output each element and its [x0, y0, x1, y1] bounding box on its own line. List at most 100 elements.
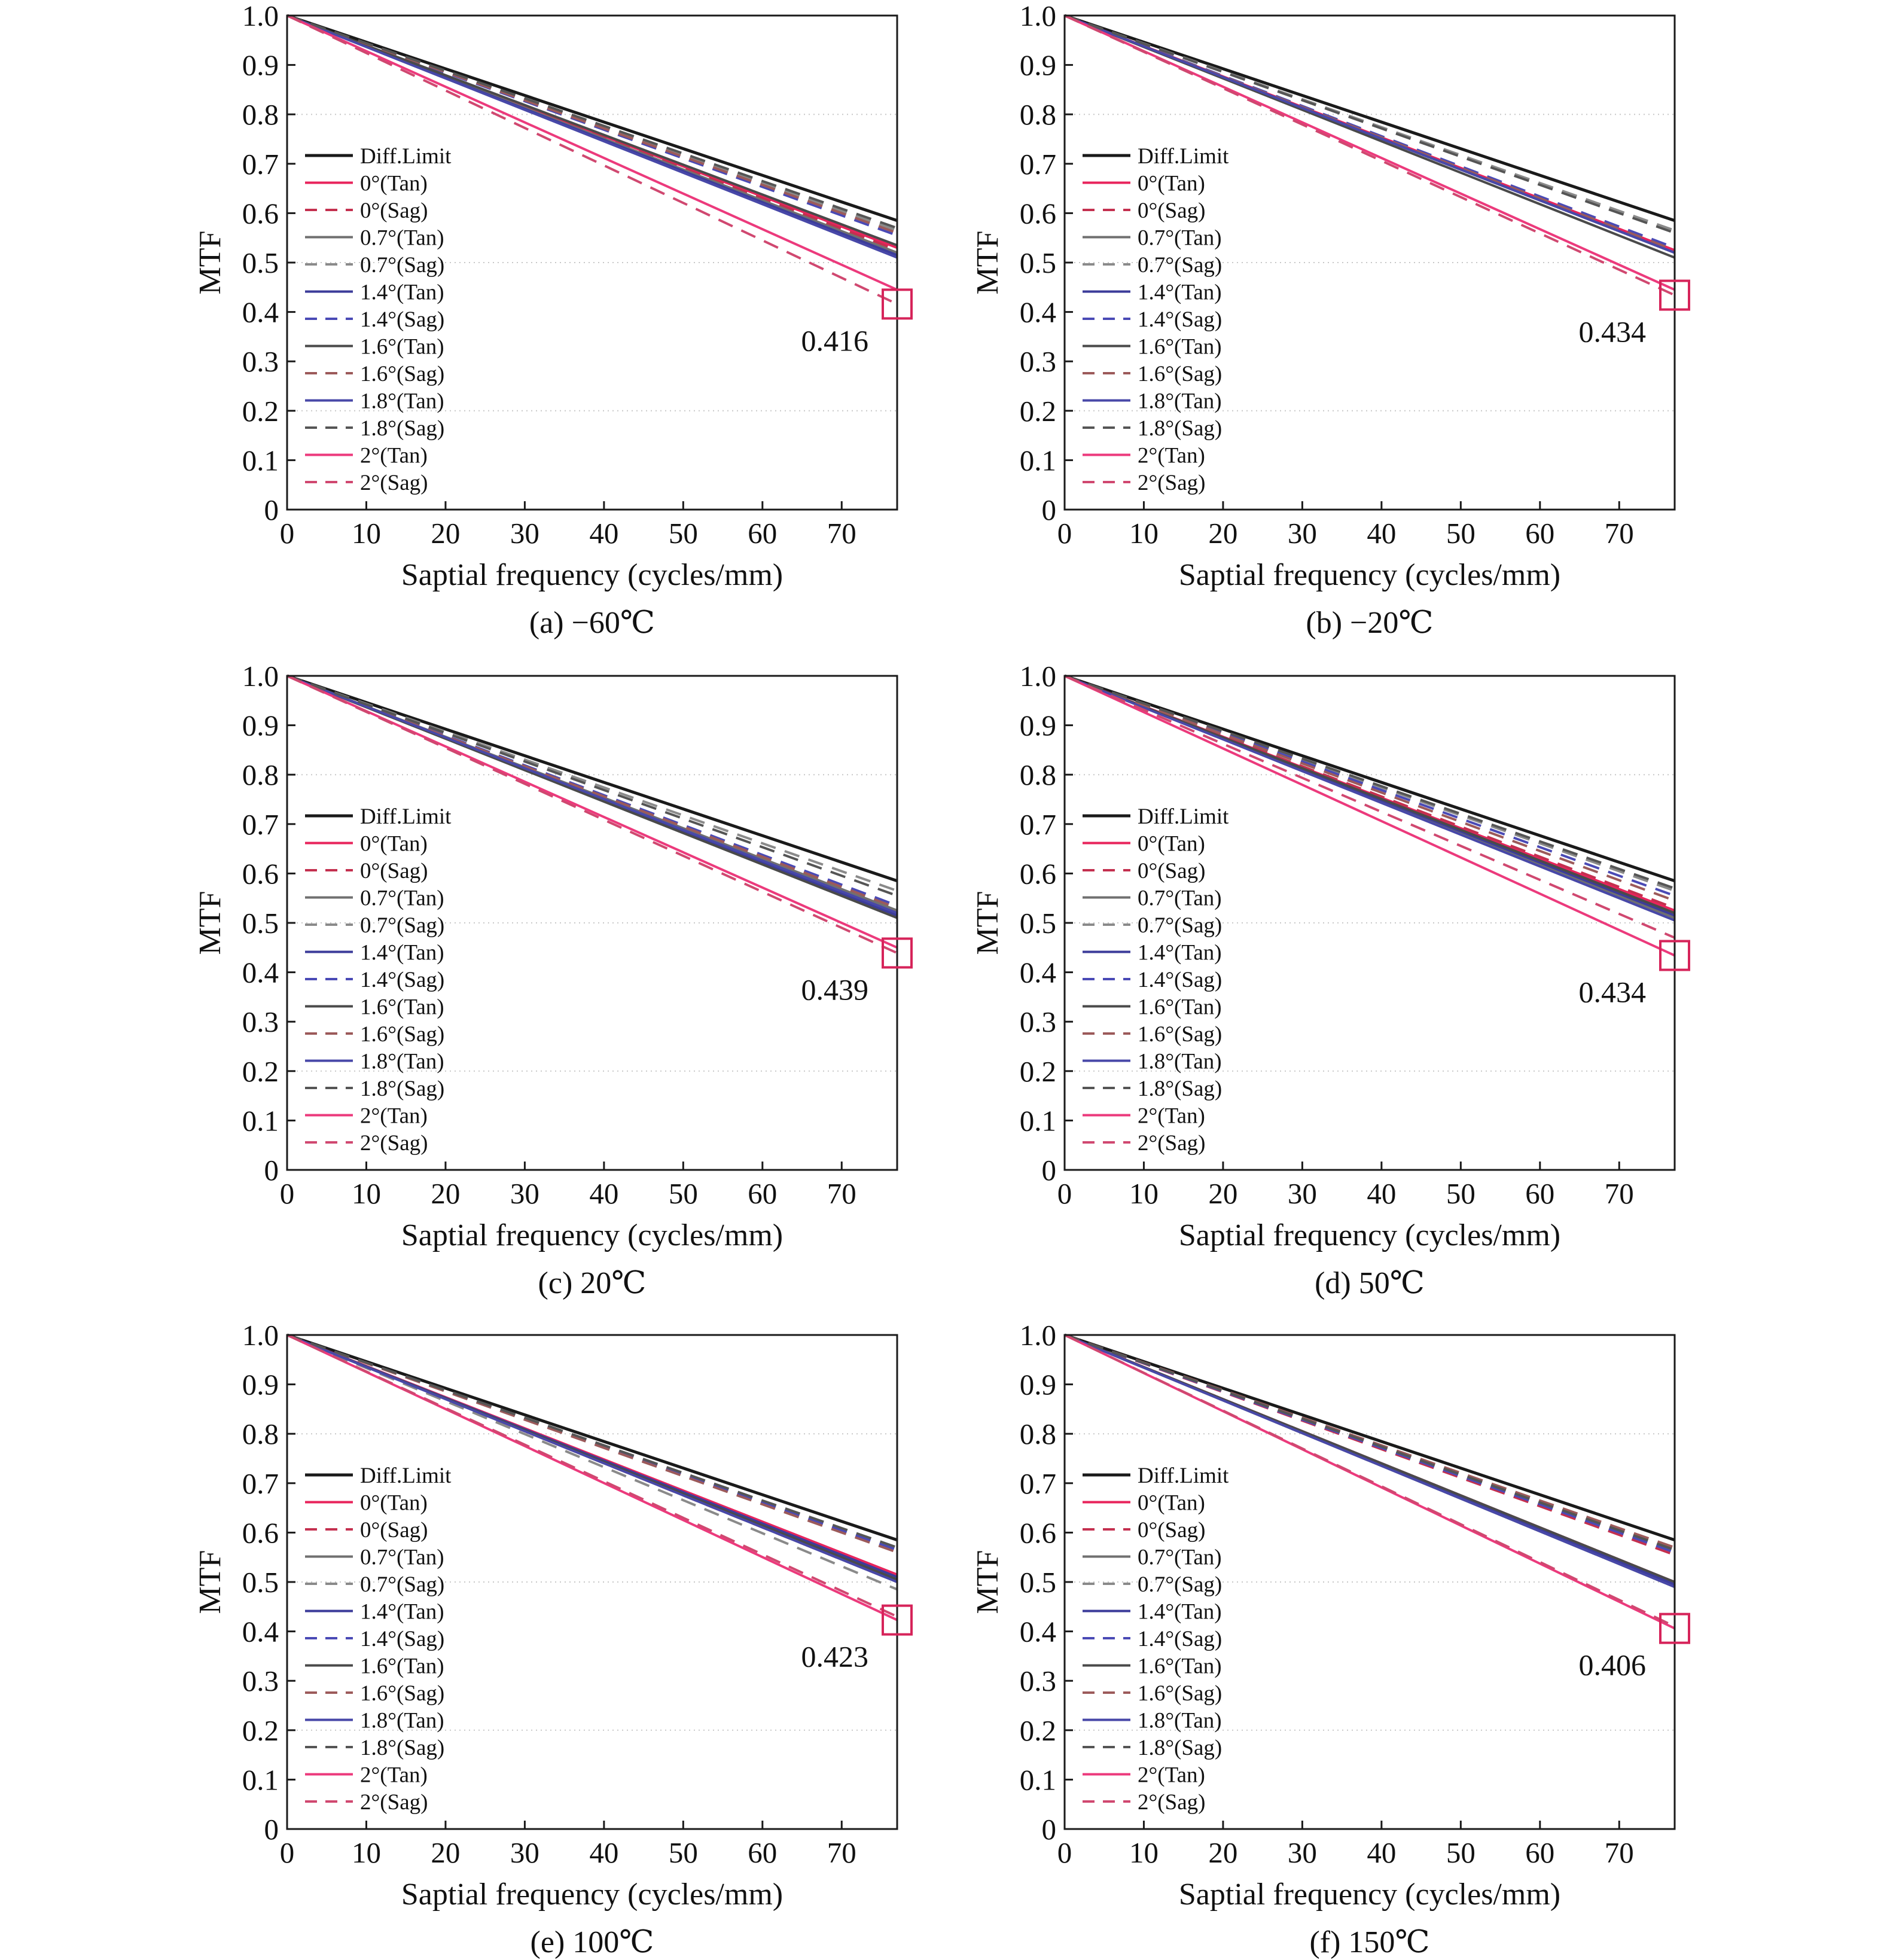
y-tick-label: 0.7	[242, 148, 279, 181]
y-tick-label: 0.2	[242, 395, 279, 428]
x-axis-label: Saptial frequency (cycles/mm)	[1179, 1218, 1560, 1252]
legend-label: 0.7°(Tan)	[1138, 886, 1222, 911]
legend-label: 1.8°(Tan)	[360, 1709, 444, 1733]
chart-panel-1: 0 0.1 0.2 0.3 0.4 0.5 0.6 0.7 0.8 0.9 1.0 0 10 20 30 40…	[971, 0, 1690, 640]
chart-panel-5: 0 0.1 0.2 0.3 0.4 0.5 0.6 0.7 0.8 0.9 1.0 0 10 20 30 40…	[971, 1319, 1690, 1959]
legend-label: Diff.Limit	[1138, 144, 1229, 169]
y-tick-label: 0.7	[242, 808, 279, 841]
legend-label: 0°(Sag)	[360, 859, 428, 883]
x-tick-label: 50	[1446, 1836, 1476, 1869]
series-line-1.6°(Sag)	[1064, 675, 1675, 902]
y-tick-label: 0.1	[1020, 1763, 1056, 1796]
annotation-value: 0.434	[1579, 315, 1647, 349]
y-tick-label: 0.4	[1020, 956, 1056, 989]
y-tick-label: 0.8	[1020, 1418, 1056, 1450]
panel-caption: (b) −20℃	[1306, 606, 1433, 640]
legend-label: 1.8°(Sag)	[360, 1736, 444, 1760]
legend: Diff.Limit 0°(Tan)0°(Sag) 0.7°(Tan)0.7°(Sa…	[1083, 1464, 1229, 1815]
x-tick-label: 60	[748, 1177, 777, 1210]
legend-label: 1.8°(Tan)	[1138, 1050, 1222, 1074]
legend-label: 1.6°(Tan)	[360, 995, 444, 1020]
legend-label: 0°(Tan)	[1138, 832, 1205, 856]
legend-label: 2°(Tan)	[360, 444, 428, 468]
x-tick-label: 50	[1446, 1177, 1476, 1210]
x-tick-label: 10	[352, 517, 381, 550]
x-tick-label: 10	[1129, 1177, 1159, 1210]
highlight-marker	[882, 937, 913, 969]
legend-label: 0.7°(Sag)	[1138, 913, 1222, 938]
y-tick-label: 0.3	[1020, 345, 1056, 378]
y-tick-label: 0	[1042, 1813, 1057, 1846]
legend-label: 2°(Sag)	[360, 471, 428, 495]
series-line-2°(Tan)	[1064, 675, 1675, 957]
series-line-2°(Sag)	[286, 1334, 898, 1618]
legend-label: 0.7°(Tan)	[360, 1546, 444, 1570]
x-tick-label: 20	[431, 517, 460, 550]
legend-label: 1.4°(Sag)	[360, 307, 444, 332]
series-line-2°(Sag)	[286, 675, 898, 955]
x-tick-label: 0	[280, 1177, 295, 1210]
y-tick-label: 0.2	[242, 1055, 279, 1088]
y-tick-label: 0.9	[1020, 1368, 1056, 1401]
y-tick-label: 0	[264, 493, 279, 526]
y-tick-label: 0.8	[242, 98, 279, 131]
x-tick-label: 30	[510, 1177, 539, 1210]
legend-label: Diff.Limit	[360, 804, 452, 829]
x-tick-label: 60	[748, 1836, 777, 1869]
x-tick-label: 20	[431, 1836, 460, 1869]
y-tick-label: 0.1	[1020, 444, 1056, 477]
legend-label: 0°(Tan)	[360, 1491, 428, 1516]
x-tick-label: 10	[352, 1177, 381, 1210]
y-tick-label: 0	[1042, 1154, 1057, 1187]
y-tick-label: 0.5	[242, 1566, 279, 1599]
y-tick-label: 0.3	[1020, 1665, 1056, 1697]
y-axis-label: MTF	[971, 231, 1005, 295]
x-tick-label: 60	[748, 517, 777, 550]
y-tick-label: 0.8	[1020, 98, 1056, 131]
y-axis-label: MTF	[971, 891, 1005, 955]
legend-label: 2°(Tan)	[1138, 444, 1205, 468]
legend-label: 1.8°(Tan)	[1138, 389, 1222, 414]
y-tick-label: 0.1	[242, 444, 279, 477]
legend-label: 0°(Sag)	[360, 199, 428, 223]
x-tick-label: 30	[1288, 1836, 1317, 1869]
legend-label: 2°(Sag)	[1138, 1131, 1205, 1156]
legend-label: 0.7°(Tan)	[360, 886, 444, 911]
y-tick-label: 0.6	[242, 1516, 279, 1549]
legend-label: 2°(Tan)	[1138, 1763, 1205, 1788]
y-tick-label: 0.9	[242, 709, 279, 742]
legend-label: 0°(Sag)	[1138, 859, 1205, 883]
x-tick-label: 30	[510, 517, 539, 550]
y-tick-label: 0.5	[242, 907, 279, 940]
legend-label: 0°(Tan)	[360, 172, 428, 196]
x-tick-label: 20	[1208, 1177, 1237, 1210]
y-tick-label: 0.3	[242, 1665, 279, 1697]
x-tick-label: 70	[1605, 517, 1634, 550]
legend-label: 1.6°(Sag)	[360, 1022, 444, 1047]
annotation-value: 0.416	[801, 324, 869, 357]
legend: Diff.Limit 0°(Tan)0°(Sag) 0.7°(Tan)0.7°(Sa…	[305, 1464, 452, 1815]
x-axis-label: Saptial frequency (cycles/mm)	[1179, 1877, 1560, 1912]
x-axis-label: Saptial frequency (cycles/mm)	[401, 558, 783, 592]
series-line-1.8°(Tan)	[1064, 675, 1675, 922]
legend-label: 0°(Sag)	[1138, 199, 1205, 223]
x-tick-label: 30	[510, 1836, 539, 1869]
legend-label: 0.7°(Sag)	[360, 1572, 444, 1597]
x-tick-label: 10	[1129, 517, 1159, 550]
legend-label: 0°(Sag)	[1138, 1518, 1205, 1543]
legend-label: 0°(Tan)	[1138, 1491, 1205, 1516]
y-tick-label: 0.7	[1020, 1467, 1056, 1500]
y-tick-label: 0.4	[242, 956, 279, 989]
y-tick-label: 0.4	[242, 296, 279, 329]
legend-label: Diff.Limit	[1138, 1464, 1229, 1488]
series-line-1.8°(Tan)	[286, 675, 898, 915]
series-line-1.8°(Sag)	[286, 675, 898, 897]
highlight-marker	[1659, 279, 1690, 311]
legend-label: 0°(Tan)	[360, 832, 428, 856]
x-axis-label: Saptial frequency (cycles/mm)	[1179, 558, 1560, 592]
series-line-1.6°(Tan)	[286, 14, 898, 246]
legend-label: 1.8°(Tan)	[360, 1050, 444, 1074]
x-tick-label: 60	[1525, 1177, 1554, 1210]
y-tick-label: 0	[1042, 493, 1057, 526]
